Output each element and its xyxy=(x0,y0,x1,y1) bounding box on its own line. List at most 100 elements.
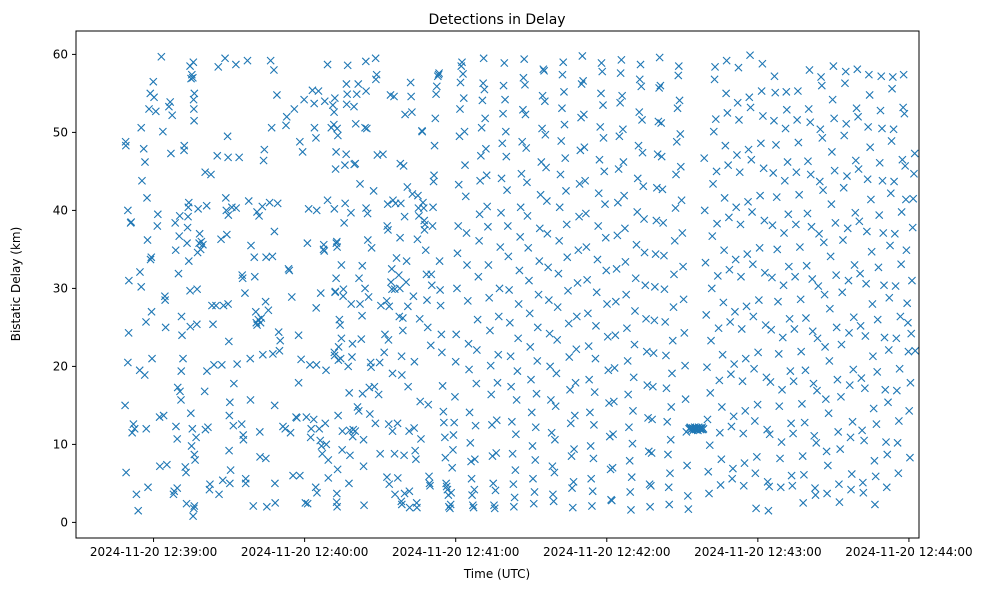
data-point xyxy=(540,97,549,106)
data-point xyxy=(501,95,510,104)
data-point xyxy=(351,427,360,436)
data-point xyxy=(551,402,560,411)
data-point xyxy=(266,56,275,65)
data-point xyxy=(463,296,472,305)
data-point xyxy=(896,312,905,321)
data-point xyxy=(364,292,373,301)
data-point xyxy=(186,286,195,295)
data-point xyxy=(397,352,406,361)
data-point xyxy=(720,193,729,202)
data-point xyxy=(879,229,888,238)
data-point xyxy=(309,415,318,424)
data-point xyxy=(300,95,309,104)
data-point xyxy=(476,151,485,160)
data-point xyxy=(506,352,515,361)
data-point xyxy=(652,183,661,192)
data-point xyxy=(703,415,712,424)
data-point xyxy=(274,328,283,337)
data-point xyxy=(435,257,444,266)
data-point xyxy=(520,80,529,89)
data-point xyxy=(599,101,607,110)
data-point xyxy=(683,491,692,500)
data-point xyxy=(832,271,841,280)
data-point xyxy=(385,302,394,311)
data-point xyxy=(605,399,614,408)
data-point xyxy=(275,346,284,355)
y-tick-label: 40 xyxy=(53,203,68,217)
data-point xyxy=(881,385,890,394)
data-point xyxy=(812,438,821,447)
data-point xyxy=(880,333,889,342)
data-point xyxy=(676,129,685,138)
data-point xyxy=(882,438,891,447)
data-point xyxy=(407,92,416,101)
data-point xyxy=(836,392,845,401)
data-point xyxy=(157,52,166,61)
data-point xyxy=(892,386,901,395)
data-point xyxy=(746,103,755,112)
data-point xyxy=(454,222,463,230)
data-point xyxy=(907,276,916,285)
data-point xyxy=(292,413,301,422)
data-point xyxy=(343,90,352,99)
data-point xyxy=(736,220,745,229)
data-point xyxy=(820,290,829,299)
data-point xyxy=(759,164,768,173)
data-point xyxy=(675,96,684,105)
data-point xyxy=(175,211,184,220)
data-point xyxy=(494,350,503,359)
data-point xyxy=(322,366,331,375)
data-point xyxy=(709,127,718,136)
data-point xyxy=(202,201,211,210)
data-point xyxy=(526,375,535,384)
data-point xyxy=(575,212,584,221)
data-point xyxy=(423,296,431,305)
data-point xyxy=(184,198,193,207)
data-point xyxy=(121,401,130,410)
data-point xyxy=(410,357,419,366)
data-point xyxy=(615,132,624,141)
data-point xyxy=(841,67,850,76)
data-point xyxy=(360,501,369,510)
data-point xyxy=(906,378,915,387)
data-point xyxy=(243,56,252,65)
data-point xyxy=(367,363,376,372)
data-point xyxy=(674,62,683,71)
data-point xyxy=(570,411,579,420)
data-point xyxy=(194,204,203,213)
data-point xyxy=(362,87,371,96)
data-point xyxy=(429,177,438,186)
data-point xyxy=(703,363,711,372)
data-point xyxy=(147,253,156,262)
data-point xyxy=(844,276,853,285)
data-point xyxy=(394,271,403,280)
data-point xyxy=(330,348,339,357)
data-point xyxy=(874,263,883,272)
data-point xyxy=(579,76,588,85)
data-point xyxy=(595,155,604,164)
data-point xyxy=(487,390,496,399)
data-point xyxy=(825,356,834,365)
data-point xyxy=(398,326,407,335)
data-point xyxy=(351,119,360,128)
data-point xyxy=(232,204,241,213)
data-point xyxy=(543,229,552,238)
data-point xyxy=(380,330,389,339)
data-point xyxy=(865,90,874,99)
data-point xyxy=(441,453,450,462)
data-point xyxy=(849,313,858,322)
data-point xyxy=(442,479,451,488)
data-point xyxy=(427,281,436,290)
data-point xyxy=(428,222,437,230)
data-point xyxy=(311,133,320,142)
data-point xyxy=(902,246,911,255)
x-tick-label: 2024-11-20 12:44:00 xyxy=(845,545,972,559)
data-point xyxy=(823,461,832,470)
data-point xyxy=(558,70,567,79)
data-point xyxy=(196,245,205,254)
data-point xyxy=(374,390,383,399)
data-point xyxy=(397,497,406,506)
data-point xyxy=(261,454,270,463)
data-point xyxy=(624,390,633,399)
data-point xyxy=(372,70,381,79)
